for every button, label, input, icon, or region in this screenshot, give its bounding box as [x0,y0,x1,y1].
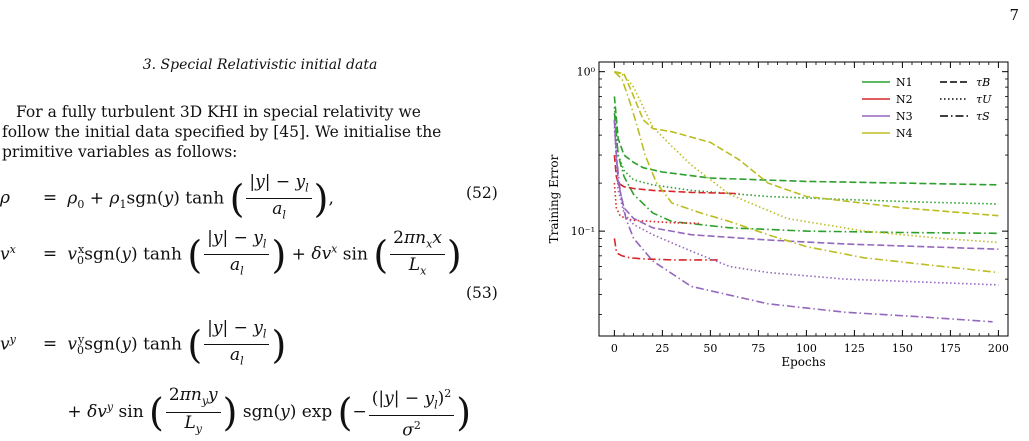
y-tick-label: 10⁰ [577,66,596,79]
plot-frame [598,61,1009,337]
page-number: 7 [1009,6,1019,24]
legend-label-n4: N4 [896,127,913,140]
series-line-n3-dashdot [613,119,993,323]
x-tick-label: 0 [611,342,618,355]
series-line-n1-dashed [613,96,999,186]
text-column: 3. Special Relativistic initial data For… [0,0,520,441]
equation-number-52: (52) [466,184,498,202]
series-line-n1-dotted [613,107,999,205]
series-line-n2-dashed [613,155,740,195]
chart-svg: 0 25 50 75 100 125 150 175 200 10⁻¹ 10⁰ Epochs Train… [547,61,1009,369]
y-axis-label: Training Error [547,154,561,243]
paragraph: For a fully turbulent 3D KHI in special … [2,102,512,162]
equation-vy: vy = v0ysgn(y) tanh (|y| − yl al) [0,318,287,368]
equation-vy-continuation: + δvy sin (2πnyy Ly) sgn(y) exp (− (|y| − … [62,385,472,441]
legend-label-n3: N3 [896,110,913,123]
x-axis-label: Epochs [781,355,825,369]
equation-vx: vx = v0xsgn(y) tanh (|y| − yl al) + δvx si… [0,228,462,278]
training-error-chart: 0 25 50 75 100 125 150 175 200 10⁻¹ 10⁰ Epochs Train… [540,60,1020,380]
legend-style-label-dashed: τB [976,76,990,89]
x-tick-label: 100 [796,342,817,355]
paragraph-line-1: For a fully turbulent 3D KHI in special … [16,103,421,121]
x-tick-label: 125 [844,342,865,355]
series-line-n3-dotted [613,126,999,286]
legend-label-n2: N2 [896,93,913,106]
legend-style-label-dotted: τU [976,93,992,106]
x-tick-label: 150 [892,342,913,355]
series-line-n3-dashed [613,119,999,250]
equation-rho: ρ = ρ0 + ρ1sgn(y) tanh (|y| − yl al), [0,172,334,222]
paragraph-line-3: primitive variables as follows: [2,143,238,161]
paragraph-line-2: follow the initial data specified by [45… [2,123,442,141]
series-line-n2-dashdot [613,238,720,261]
x-tick-label: 200 [988,342,1009,355]
x-tick-label: 75 [751,342,765,355]
legend-style-label-dashdot: τS [976,110,990,123]
y-tick-label: 10⁻¹ [571,225,595,238]
series-line-n4-dotted [614,70,999,244]
legend-label-n1: N1 [896,76,913,89]
series-line-n4-dashdot [613,71,999,274]
series-line-n1-dashdot [613,113,999,235]
x-tick-label: 175 [940,342,961,355]
x-tick-label: 50 [703,342,717,355]
x-tick-label: 25 [655,342,669,355]
section-title: 3. Special Relativistic initial data [142,57,378,73]
equation-number-53: (53) [466,284,498,302]
series-line-n4-dashed [614,70,999,217]
